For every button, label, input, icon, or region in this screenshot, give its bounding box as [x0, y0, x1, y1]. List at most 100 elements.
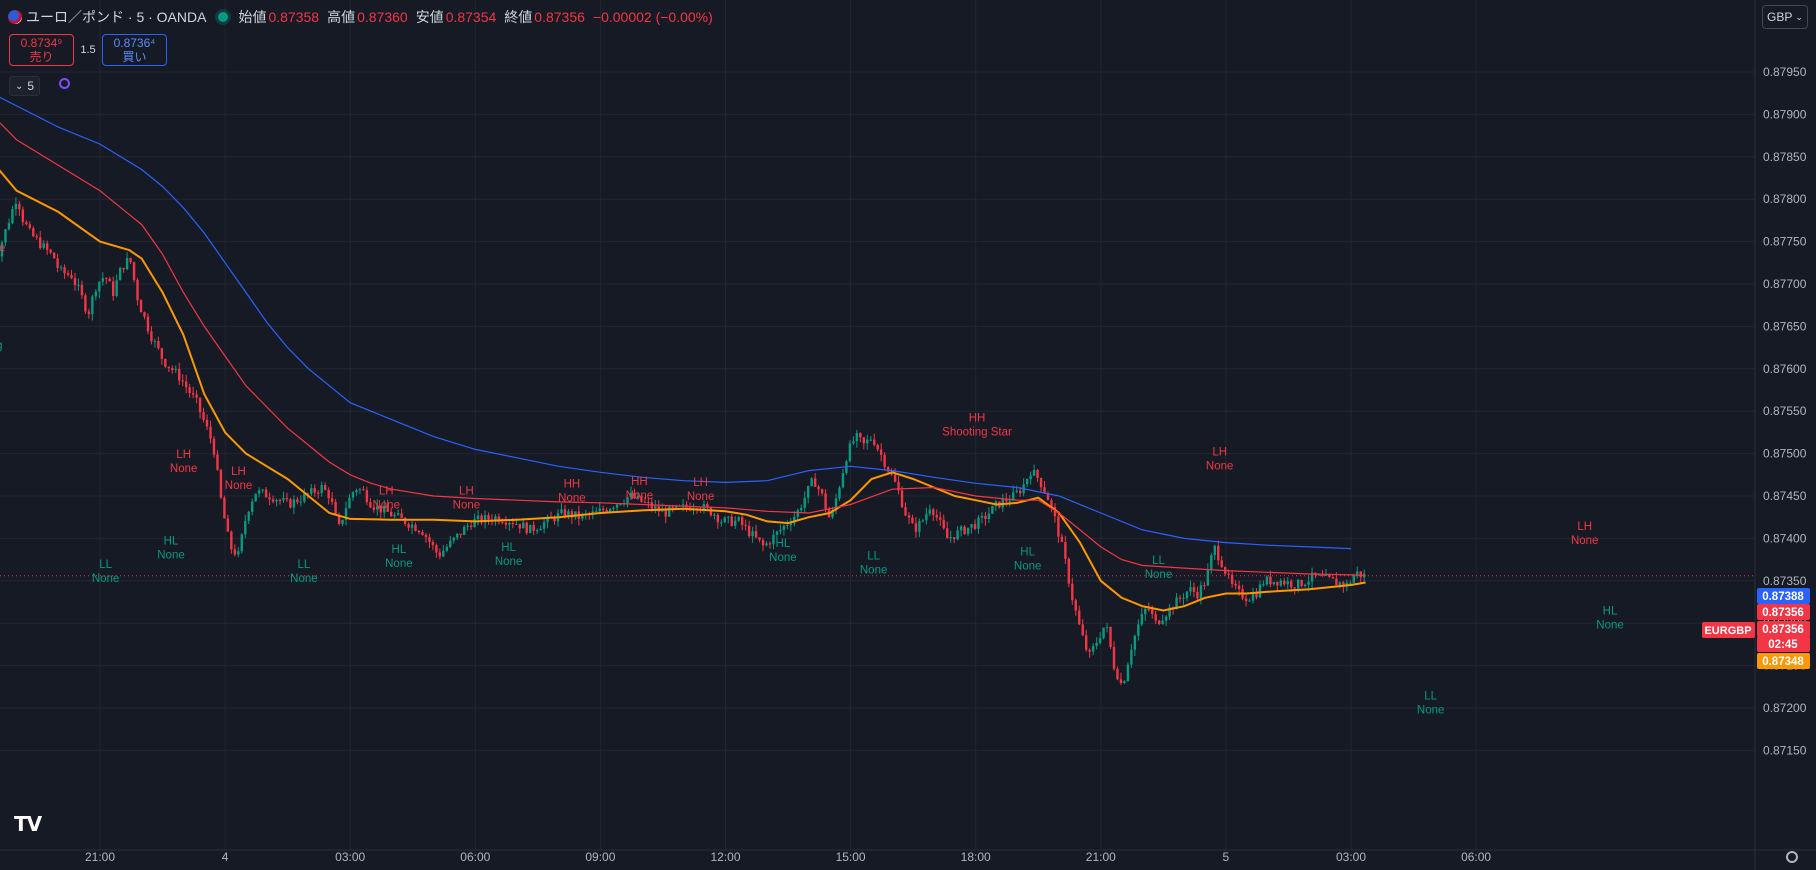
candle-body	[740, 517, 744, 525]
candle-body	[1067, 558, 1071, 584]
candle-body	[431, 541, 435, 546]
candle-body	[1265, 576, 1269, 585]
candle-body	[271, 499, 275, 502]
time-tick-label: 4	[222, 850, 229, 864]
candle-body	[1185, 591, 1189, 599]
candle-body	[198, 397, 202, 413]
candle-body	[515, 523, 518, 525]
swing-annotation-label: LH	[459, 485, 474, 497]
candle-body	[1321, 574, 1324, 576]
price-tick-label: 0.87500	[1763, 447, 1807, 461]
candle-body	[1349, 582, 1352, 584]
candle-body	[1279, 580, 1283, 586]
indicator-loop-icon[interactable]	[59, 78, 70, 89]
interval-collapse-button[interactable]: ⌄ 5	[9, 76, 41, 96]
candle-body	[508, 522, 511, 525]
candle-body	[1157, 620, 1161, 624]
candle-body	[765, 543, 768, 546]
currency-selector[interactable]: GBP ⌄	[1762, 5, 1808, 29]
swing-annotation-label: None	[225, 480, 253, 492]
price-tick-label: 0.87900	[1763, 107, 1807, 121]
candle-body	[45, 243, 49, 250]
swing-annotation-label: LH	[379, 485, 394, 497]
candle-body	[348, 497, 351, 509]
candle-body	[355, 490, 358, 493]
candle-body	[963, 526, 966, 534]
candle-body	[1074, 600, 1077, 611]
candle-body	[1168, 607, 1171, 617]
price-tick-label: 0.87700	[1763, 277, 1807, 291]
candle-body	[226, 518, 230, 532]
candle-body	[379, 505, 382, 513]
swing-annotation-label: None	[626, 490, 654, 502]
candle-body	[970, 524, 973, 528]
candle-body	[522, 522, 525, 529]
symbol-title[interactable]: ユーロ／ポンド · 5 · OANDA	[26, 9, 207, 25]
buy-button[interactable]: 0.8736⁴ 買い	[102, 34, 167, 66]
candle-body	[112, 281, 115, 296]
candle-body	[1098, 638, 1102, 643]
candle-body	[125, 258, 129, 270]
sell-button[interactable]: 0.8734⁹ 売り	[9, 34, 74, 66]
swing-annotation-label: None	[157, 549, 185, 561]
sell-label: 売り	[29, 50, 54, 64]
candle-body	[1071, 583, 1074, 601]
candle-body	[1293, 587, 1296, 589]
candle-body	[257, 490, 261, 494]
candle-body	[859, 433, 862, 438]
symbol-tag	[1702, 622, 1755, 638]
time-tick-label: 21:00	[1086, 850, 1116, 864]
candle-body	[289, 499, 292, 508]
candle-body	[230, 531, 233, 550]
swing-annotation-label: None	[1206, 460, 1234, 472]
candle-body	[1192, 587, 1196, 592]
candle-body	[1085, 635, 1088, 650]
candle-body	[410, 524, 414, 528]
candle-body	[723, 517, 727, 523]
candle-body	[164, 358, 167, 367]
swing-annotation-label: None	[1014, 560, 1042, 572]
candle-body	[893, 474, 897, 482]
candle-body	[28, 224, 32, 229]
buy-label: 買い	[122, 50, 147, 64]
candle-body	[1057, 516, 1060, 537]
candle-body	[1130, 649, 1133, 665]
candle-body	[365, 490, 369, 503]
candle-body	[813, 478, 817, 487]
candle-body	[390, 511, 393, 517]
price-tick-label: 0.87600	[1763, 362, 1807, 376]
close-value: 0.87356	[534, 9, 585, 25]
candle-body	[866, 439, 869, 444]
candle-body	[108, 278, 111, 282]
candle-body	[376, 505, 379, 510]
candle-body	[1178, 597, 1182, 599]
candle-body	[42, 243, 45, 248]
candle-body	[855, 433, 859, 442]
price-tick-label: 0.87400	[1763, 531, 1807, 545]
candle-body	[1213, 545, 1216, 556]
candle-body	[219, 469, 223, 498]
candle-body	[191, 392, 195, 395]
candle-body	[779, 529, 782, 532]
candle-body	[1154, 614, 1157, 621]
candle-body	[633, 492, 636, 499]
candle-body	[153, 340, 157, 342]
swing-annotation-label: None	[558, 493, 586, 505]
candle-body	[1126, 664, 1130, 682]
candle-body	[820, 489, 824, 494]
swing-annotation-label: Bullish Engulfing	[0, 340, 3, 352]
candle-body	[386, 505, 389, 512]
candle-body	[282, 498, 285, 501]
swing-annotation-label: None	[687, 491, 715, 503]
candle-body	[1043, 487, 1046, 493]
gear-icon[interactable]	[1786, 851, 1798, 863]
candle-body	[268, 497, 271, 500]
candle-body	[629, 492, 633, 498]
candle-body	[178, 368, 181, 381]
candle-body	[59, 267, 63, 269]
candle-body	[240, 534, 243, 552]
candle-body	[1144, 608, 1147, 615]
swing-annotation-label: HH	[631, 476, 648, 488]
candle-body	[601, 508, 605, 511]
